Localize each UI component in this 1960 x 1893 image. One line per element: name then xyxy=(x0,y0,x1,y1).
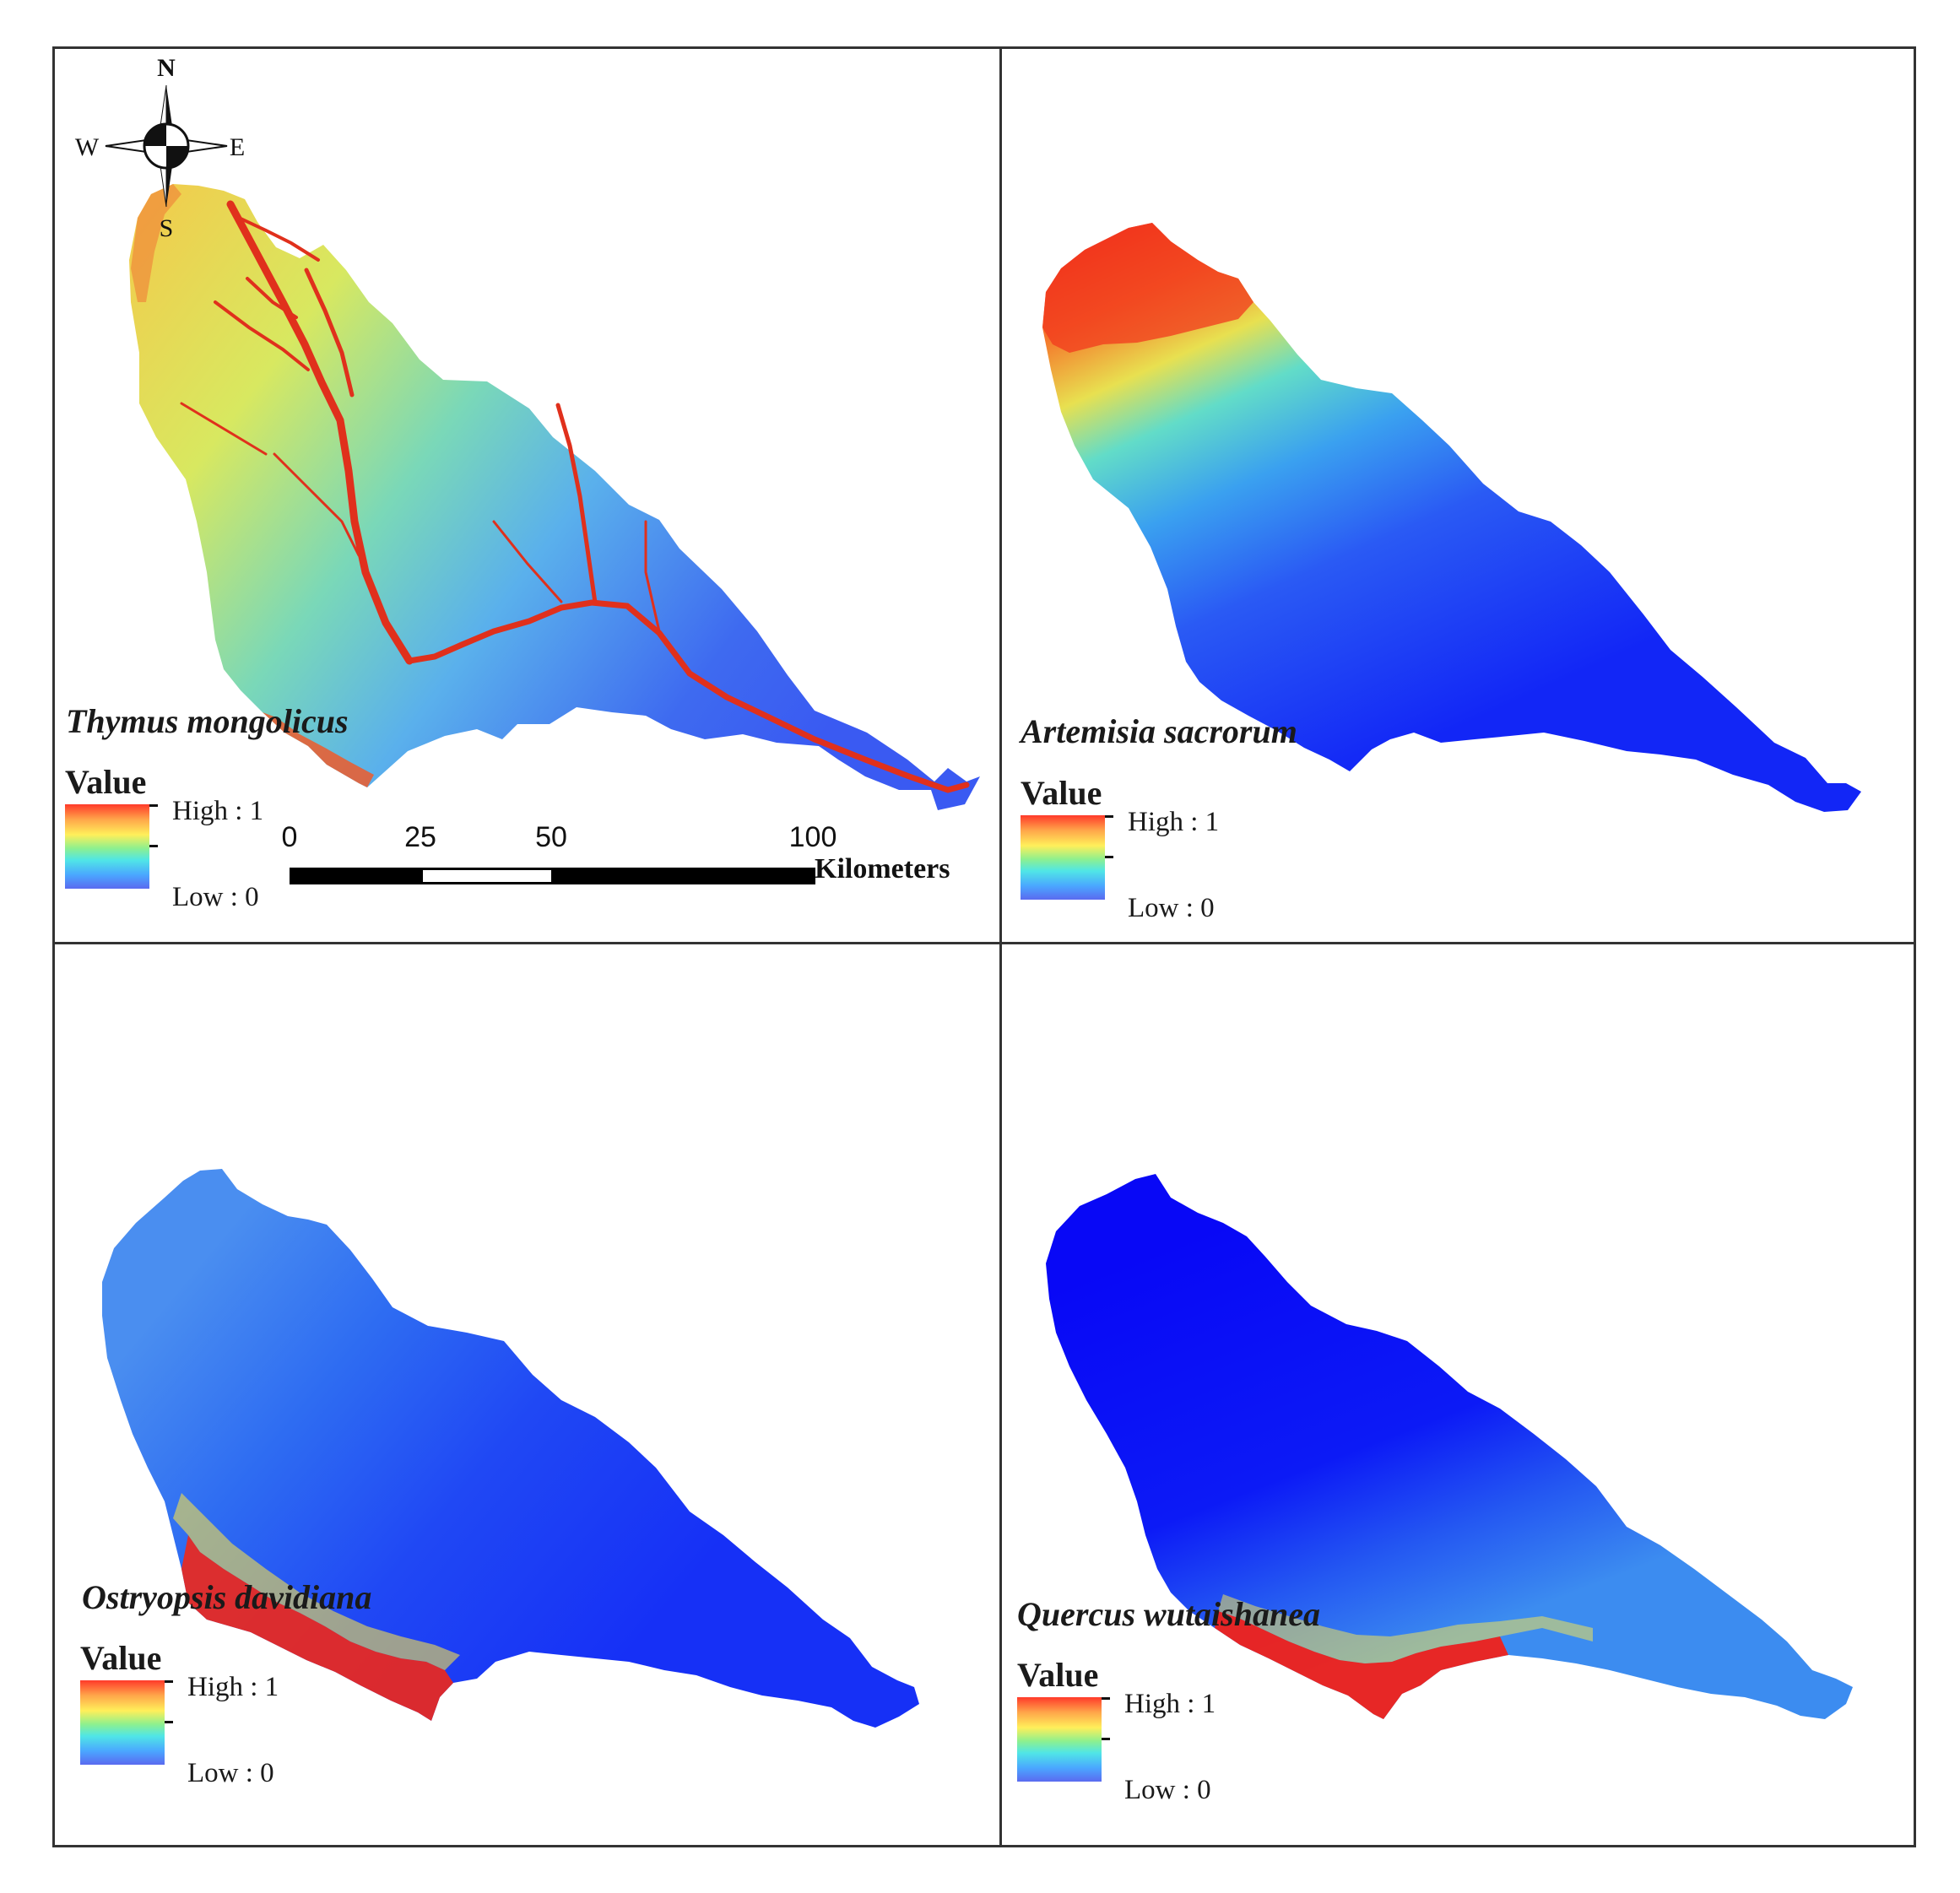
legend-tick-mid xyxy=(1105,856,1113,858)
map-panel-ostryopsis: Ostryopsis davidiana Value High : 1 Low … xyxy=(55,944,1002,1845)
legend-title: Value xyxy=(80,1639,162,1677)
watershed-shape xyxy=(1042,223,1861,812)
legend-title: Value xyxy=(1021,774,1102,812)
compass-rose-icon: N S E W xyxy=(75,54,245,242)
river-network xyxy=(180,200,970,793)
legend-tick-mid xyxy=(1102,1738,1110,1740)
south-edge-mid-zone xyxy=(1218,1594,1593,1663)
scale-unit-label: Kilometers xyxy=(815,853,950,884)
scale-segment-1 xyxy=(290,868,423,884)
legend-thymus: Value High : 1 Low : 0 xyxy=(65,762,301,912)
scale-bar: 0 25 50 100 Kilometers xyxy=(282,821,982,922)
south-edge-highlight xyxy=(263,712,374,787)
watershed-shape xyxy=(1046,1174,1853,1719)
legend-color-ramp xyxy=(1017,1697,1102,1782)
map-panel-thymus: N S E W Thymus mongolicus Value High : 1… xyxy=(55,49,1002,944)
legend-tick-mid xyxy=(149,845,158,847)
legend-color-ramp xyxy=(65,804,149,889)
watershed-map-quercus xyxy=(1046,1174,1853,1719)
scale-tick-50: 50 xyxy=(535,821,567,853)
legend-tick-high xyxy=(1102,1697,1110,1700)
legend-high-label: High : 1 xyxy=(187,1672,279,1702)
compass-west-label: W xyxy=(75,133,100,161)
scale-segment-3 xyxy=(551,868,815,884)
legend-tick-high xyxy=(149,804,158,807)
legend-title: Value xyxy=(1017,1656,1099,1694)
legend-high-label: High : 1 xyxy=(172,796,264,826)
scale-tick-25: 25 xyxy=(404,821,436,853)
species-label-quercus: Quercus wutaishanea xyxy=(1017,1595,1320,1633)
south-edge-high-zone xyxy=(1215,1611,1508,1719)
species-label-ostryopsis: Ostryopsis davidiana xyxy=(82,1578,372,1616)
legend-low-label: Low : 0 xyxy=(187,1758,274,1788)
legend-high-label: High : 1 xyxy=(1124,1689,1216,1719)
watershed-map-ostryopsis xyxy=(102,1169,919,1728)
species-label-artemisia: Artemisia sacrorum xyxy=(1021,712,1297,750)
legend-title: Value xyxy=(65,763,147,801)
legend-ostryopsis: Value High : 1 Low : 0 xyxy=(80,1638,317,1788)
legend-color-ramp xyxy=(80,1680,165,1765)
map-panel-artemisia: Artemisia sacrorum Value High : 1 Low : … xyxy=(1002,49,1914,944)
watershed-shape xyxy=(102,1169,919,1728)
figure-grid: N S E W Thymus mongolicus Value High : 1… xyxy=(52,46,1916,1847)
legend-tick-high xyxy=(165,1680,173,1683)
watershed-shape xyxy=(129,184,980,810)
species-label-thymus: Thymus mongolicus xyxy=(66,702,349,740)
compass-east-label: E xyxy=(230,133,245,161)
legend-low-label: Low : 0 xyxy=(1128,893,1215,923)
compass-south-label: S xyxy=(160,214,174,242)
northwest-high-zone xyxy=(1042,223,1253,353)
legend-tick-mid xyxy=(165,1721,173,1723)
legend-color-ramp xyxy=(1021,815,1105,900)
legend-quercus: Value High : 1 Low : 0 xyxy=(1017,1655,1253,1805)
southwest-high-zone xyxy=(181,1535,453,1721)
north-arrow: N S E W xyxy=(62,49,247,243)
scale-tick-0: 0 xyxy=(281,821,298,853)
legend-low-label: Low : 0 xyxy=(1124,1775,1211,1805)
legend-high-label: High : 1 xyxy=(1128,807,1220,837)
scale-tick-100: 100 xyxy=(788,821,837,853)
northwest-edge-highlight xyxy=(131,184,181,302)
scale-segment-2 xyxy=(420,868,554,884)
watershed-map-artemisia xyxy=(1042,223,1861,812)
southwest-mid-zone xyxy=(173,1493,460,1670)
legend-tick-high xyxy=(1105,815,1113,818)
legend-artemisia: Value High : 1 Low : 0 xyxy=(1021,773,1257,923)
map-panel-quercus: Quercus wutaishanea Value High : 1 Low :… xyxy=(1002,944,1914,1845)
watershed-map-thymus xyxy=(129,184,980,810)
legend-low-label: Low : 0 xyxy=(172,882,259,912)
compass-north-label: N xyxy=(157,54,176,82)
